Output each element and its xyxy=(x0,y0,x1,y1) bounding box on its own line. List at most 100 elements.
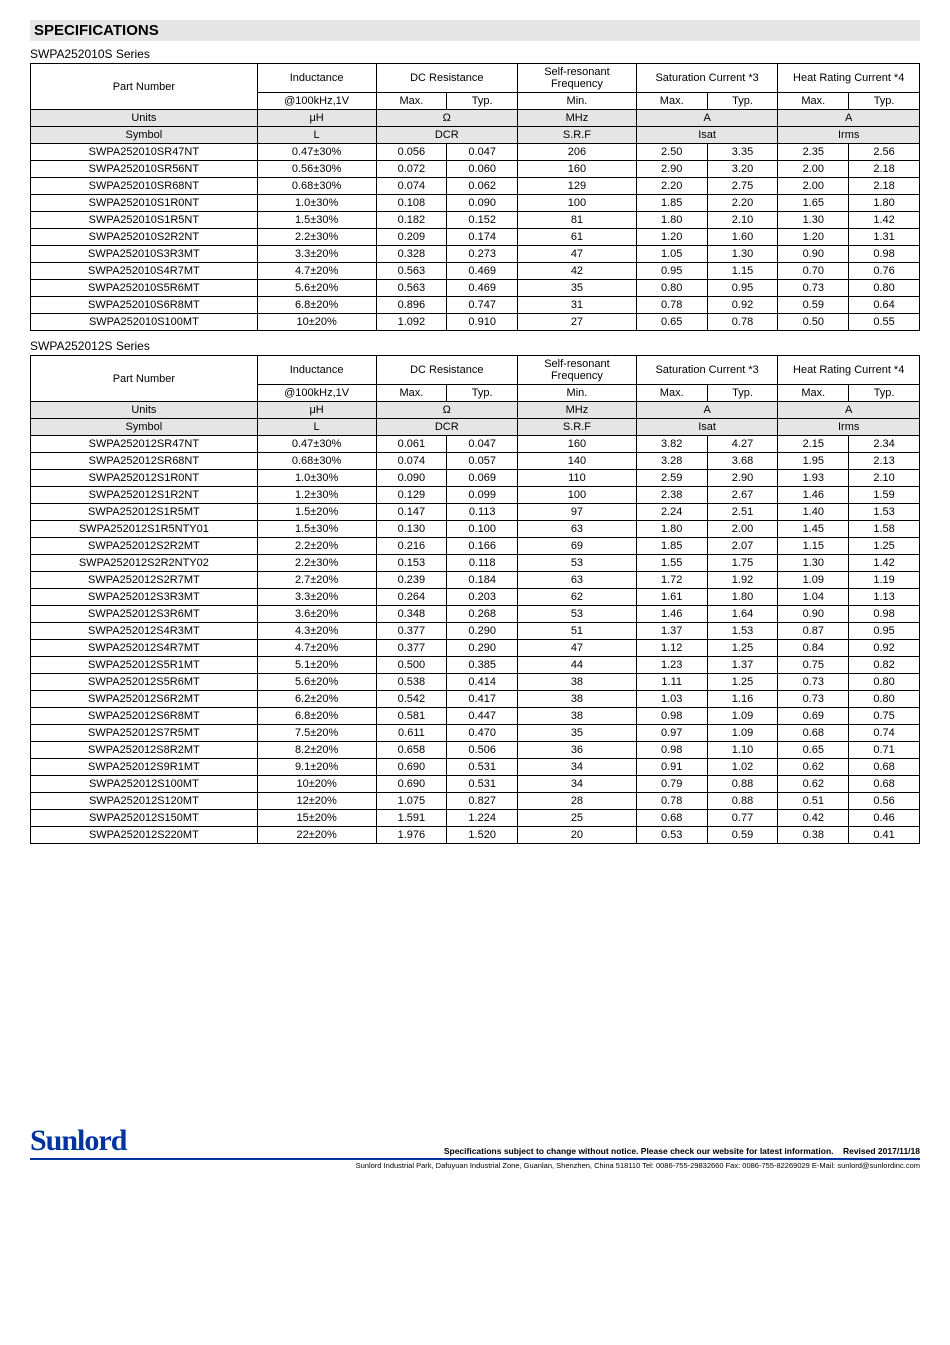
table-cell: 6.8±20% xyxy=(257,297,376,314)
table-cell: 0.98 xyxy=(636,708,707,725)
page-title: SPECIFICATIONS xyxy=(30,20,920,41)
table-cell: 5.6±20% xyxy=(257,674,376,691)
table-cell: 2.7±20% xyxy=(257,572,376,589)
table-cell: 0.469 xyxy=(447,263,518,280)
table-row: SWPA252012S2R7MT2.7±20%0.2390.184631.721… xyxy=(31,572,920,589)
table-cell: 1.46 xyxy=(636,606,707,623)
srf-min: Min. xyxy=(518,385,637,402)
table-cell: 0.611 xyxy=(376,725,447,742)
table-cell: 0.51 xyxy=(778,793,849,810)
table-cell: 81 xyxy=(518,212,637,229)
table-cell: 0.46 xyxy=(849,810,920,827)
table-cell: 97 xyxy=(518,504,637,521)
table-cell: SWPA252012S1R0NT xyxy=(31,470,258,487)
table-cell: 2.35 xyxy=(778,144,849,161)
footer-logo: Sunlord xyxy=(30,1124,126,1158)
table-row: SWPA252010S4R7MT4.7±20%0.5630.469420.951… xyxy=(31,263,920,280)
table-cell: 27 xyxy=(518,314,637,331)
table-cell: 0.73 xyxy=(778,674,849,691)
table-cell: 34 xyxy=(518,759,637,776)
table-cell: SWPA252012S2R2NTY02 xyxy=(31,555,258,572)
table-cell: 0.203 xyxy=(447,589,518,606)
table-cell: 1.04 xyxy=(778,589,849,606)
table-cell: 1.64 xyxy=(707,606,778,623)
table-cell: 0.182 xyxy=(376,212,447,229)
table-cell: SWPA252012S120MT xyxy=(31,793,258,810)
table-cell: SWPA252010S1R0NT xyxy=(31,195,258,212)
table-cell: 2.90 xyxy=(707,470,778,487)
table-cell: 1.30 xyxy=(778,555,849,572)
table-cell: 1.31 xyxy=(849,229,920,246)
units-ohm: Ω xyxy=(376,110,518,127)
table-cell: 1.05 xyxy=(636,246,707,263)
sym-isat: Isat xyxy=(636,419,778,436)
table-cell: 0.80 xyxy=(636,280,707,297)
col-pn: Part Number xyxy=(31,64,258,110)
sym-l: L xyxy=(257,419,376,436)
table-cell: 0.62 xyxy=(778,776,849,793)
table-cell: 2.10 xyxy=(707,212,778,229)
table-cell: 42 xyxy=(518,263,637,280)
table-cell: SWPA252012S2R7MT xyxy=(31,572,258,589)
isat-typ: Typ. xyxy=(707,93,778,110)
table-cell: 1.93 xyxy=(778,470,849,487)
table-cell: 0.70 xyxy=(778,263,849,280)
table-cell: 1.53 xyxy=(707,623,778,640)
table-cell: 0.38 xyxy=(778,827,849,844)
table-row: SWPA252012SR47NT0.47±30%0.0610.0471603.8… xyxy=(31,436,920,453)
col-ind: Inductance xyxy=(257,64,376,93)
units-mhz: MHz xyxy=(518,110,637,127)
irms-max: Max. xyxy=(778,385,849,402)
table-cell: 31 xyxy=(518,297,637,314)
table-cell: 1.20 xyxy=(636,229,707,246)
table-cell: 1.80 xyxy=(636,212,707,229)
table-cell: 2.2±20% xyxy=(257,538,376,555)
table-cell: 38 xyxy=(518,674,637,691)
table-cell: 1.16 xyxy=(707,691,778,708)
table-cell: 0.074 xyxy=(376,178,447,195)
table-cell: 0.417 xyxy=(447,691,518,708)
table-cell: 0.500 xyxy=(376,657,447,674)
table-row: SWPA252012S120MT12±20%1.0750.827280.780.… xyxy=(31,793,920,810)
table-row: SWPA252010S3R3MT3.3±20%0.3280.273471.051… xyxy=(31,246,920,263)
col-srf: Self-resonant Frequency xyxy=(518,64,637,93)
table-cell: 0.910 xyxy=(447,314,518,331)
table-cell: 0.239 xyxy=(376,572,447,589)
table-cell: 0.71 xyxy=(849,742,920,759)
table-row: SWPA252012S8R2MT8.2±20%0.6580.506360.981… xyxy=(31,742,920,759)
table-cell: 0.92 xyxy=(849,640,920,657)
table-cell: 1.65 xyxy=(778,195,849,212)
table-cell: 0.95 xyxy=(636,263,707,280)
table-cell: 1.5±30% xyxy=(257,212,376,229)
table-cell: 38 xyxy=(518,708,637,725)
table-cell: 1.58 xyxy=(849,521,920,538)
table-cell: 0.174 xyxy=(447,229,518,246)
table-cell: 51 xyxy=(518,623,637,640)
table-cell: SWPA252010SR56NT xyxy=(31,161,258,178)
table-cell: 1.25 xyxy=(707,640,778,657)
table-cell: SWPA252012S1R5NTY01 xyxy=(31,521,258,538)
table-row: SWPA252010S2R2NT2.2±30%0.2090.174611.201… xyxy=(31,229,920,246)
table-cell: 3.3±20% xyxy=(257,589,376,606)
table-cell: 1.19 xyxy=(849,572,920,589)
sym-irms: Irms xyxy=(778,127,920,144)
table-cell: 0.563 xyxy=(376,263,447,280)
table-cell: 2.00 xyxy=(778,161,849,178)
table-cell: 63 xyxy=(518,572,637,589)
table-cell: 0.264 xyxy=(376,589,447,606)
table-cell: 2.2±30% xyxy=(257,229,376,246)
table-row: SWPA252012S6R8MT6.8±20%0.5810.447380.981… xyxy=(31,708,920,725)
table-cell: 0.68 xyxy=(849,759,920,776)
table-cell: SWPA252012S3R6MT xyxy=(31,606,258,623)
table-row: SWPA252010SR47NT0.47±30%0.0560.0472062.5… xyxy=(31,144,920,161)
table-cell: 2.18 xyxy=(849,161,920,178)
table-cell: 160 xyxy=(518,436,637,453)
table-cell: 1.09 xyxy=(778,572,849,589)
table-cell: 0.056 xyxy=(376,144,447,161)
table-cell: 1.5±20% xyxy=(257,504,376,521)
units-uh: μH xyxy=(257,402,376,419)
table-cell: 36 xyxy=(518,742,637,759)
table-cell: 0.690 xyxy=(376,759,447,776)
table-cell: 0.209 xyxy=(376,229,447,246)
table-cell: SWPA252010S4R7MT xyxy=(31,263,258,280)
